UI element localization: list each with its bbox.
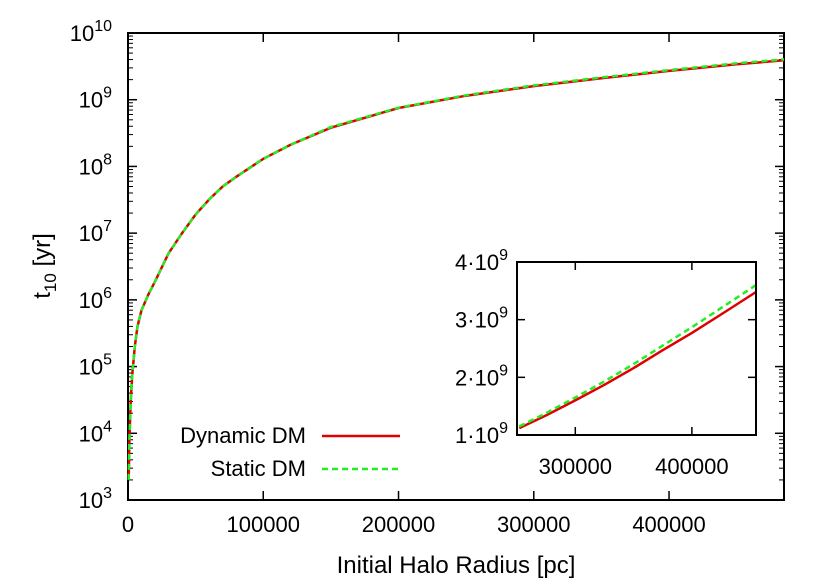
x-tick-label: 0: [122, 512, 134, 537]
inset-y-tick-label: 3·109: [455, 305, 508, 333]
y-tick-label: 104: [79, 418, 112, 446]
legend: Dynamic DM Static DM: [180, 423, 400, 481]
x-tick-label: 200000: [362, 512, 435, 537]
inset-y-tick-label: 4·109: [455, 247, 508, 275]
inset-ticks: 300000 400000 1·109 2·109 3·109 4·109: [455, 247, 756, 479]
x-tick-label: 100000: [227, 512, 300, 537]
inset-series-line-dynamic-dm: [518, 290, 757, 430]
series-line-static-dm: [127, 58, 785, 480]
y-tick-label: 106: [79, 285, 112, 313]
y-tick-label: 1010: [70, 18, 112, 46]
legend-label-static: Static DM: [211, 456, 306, 481]
y-tick-label: 105: [79, 352, 112, 380]
x-axis-label: Initial Halo Radius [pc]: [337, 552, 576, 579]
y-tick-label: 108: [79, 151, 112, 179]
inset-lines: [518, 284, 757, 430]
inset-frame: [516, 261, 757, 436]
inset-x-tick-label: 400000: [655, 454, 728, 479]
x-tick-label: 300000: [497, 512, 570, 537]
plot-frame: [127, 32, 785, 501]
inset-y-tick-label: 1·109: [455, 420, 508, 448]
legend-label-dynamic: Dynamic DM: [180, 423, 306, 448]
main-ticks: 0 100000 200000 300000 400000 103 104 105 106 107…: [70, 18, 784, 537]
inset-series-line-static-dm: [518, 284, 757, 428]
inset-x-tick-label: 300000: [539, 454, 612, 479]
y-tick-label: 107: [79, 218, 112, 246]
y-tick-label: 109: [79, 85, 112, 113]
x-tick-label: 400000: [632, 512, 705, 537]
y-tick-label: 103: [79, 485, 112, 513]
inset-background: [517, 262, 756, 435]
y-axis-label: t10 [yr]: [29, 233, 60, 299]
main-lines: [127, 58, 785, 480]
inset-y-tick-label: 2·109: [455, 362, 508, 390]
